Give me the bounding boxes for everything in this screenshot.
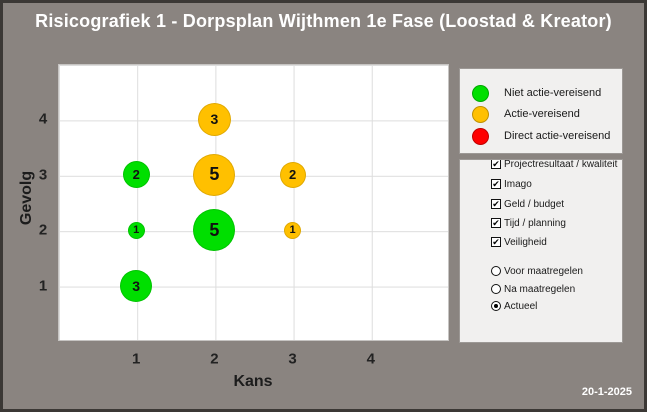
- radio-label: Na maatregelen: [504, 284, 576, 295]
- radio-actueel[interactable]: Actueel: [460, 301, 622, 313]
- red-dot-icon: [472, 128, 489, 145]
- legend-label: Niet actie-vereisend: [504, 87, 602, 99]
- y-tick-label: 2: [38, 221, 48, 239]
- risk-bubble: 2: [122, 161, 150, 189]
- risk-bubble: 3: [197, 102, 231, 136]
- x-tick-label: 1: [132, 350, 141, 368]
- checkbox-label: Imago: [504, 179, 532, 190]
- checkbox-icon[interactable]: ✔: [491, 159, 501, 169]
- filter-checkbox-tijd[interactable]: ✔ Tijd / planning: [460, 218, 622, 230]
- risk-bubble: 5: [193, 153, 236, 196]
- legend-item-direct-actie: Direct actie-vereisend: [460, 128, 622, 146]
- legend-panel: Niet actie-vereisend Actie-vereisend Dir…: [459, 68, 623, 154]
- legend-label: Direct actie-vereisend: [504, 130, 611, 142]
- checkbox-icon[interactable]: ✔: [491, 237, 501, 247]
- x-tick-label: 3: [288, 350, 297, 368]
- legend-item-actie: Actie-vereisend: [460, 106, 622, 124]
- y-tick-label: 4: [38, 110, 48, 128]
- filter-checkbox-projectresultaat[interactable]: ✔ Projectresultaat / kwaliteit: [460, 159, 622, 171]
- x-axis-title: Kans: [233, 373, 273, 390]
- checkbox-label: Geld / budget: [504, 199, 565, 210]
- radio-label: Actueel: [504, 301, 538, 312]
- y-tick-label: 3: [38, 166, 48, 184]
- checkbox-icon[interactable]: ✔: [491, 218, 501, 228]
- risk-bubble: 5: [193, 209, 236, 252]
- checkbox-label: Veiligheid: [504, 237, 547, 248]
- radio-selected-dot: [494, 304, 498, 308]
- filter-checkbox-geld[interactable]: ✔ Geld / budget: [460, 199, 622, 211]
- radio-na-maatregelen[interactable]: Na maatregelen: [460, 284, 622, 296]
- radio-icon[interactable]: [491, 284, 501, 294]
- checkbox-label: Tijd / planning: [504, 218, 566, 229]
- y-axis-title: Gevolg: [18, 170, 35, 226]
- risk-bubble: 2: [279, 161, 306, 188]
- legend-item-niet-actie: Niet actie-vereisend: [460, 85, 622, 103]
- checkbox-icon[interactable]: ✔: [491, 199, 501, 209]
- plot-area: 3 2 5 2 1 5 1 3: [58, 64, 449, 341]
- radio-label: Voor maatregelen: [504, 266, 583, 277]
- chart-title: Risicografiek 1 - Dorpsplan Wijthmen 1e …: [35, 11, 612, 31]
- x-tick-label: 2: [210, 350, 219, 368]
- orange-dot-icon: [472, 106, 489, 123]
- risk-bubble: 1: [127, 221, 145, 239]
- radio-voor-maatregelen[interactable]: Voor maatregelen: [460, 266, 622, 278]
- filter-checkbox-veiligheid[interactable]: ✔ Veiligheid: [460, 237, 622, 249]
- y-tick-label: 1: [38, 277, 48, 295]
- x-tick-label: 4: [366, 350, 375, 368]
- legend-label: Actie-vereisend: [504, 108, 580, 120]
- report-date: 20-1-2025: [581, 386, 632, 398]
- radio-icon[interactable]: [491, 301, 501, 311]
- green-dot-icon: [472, 85, 489, 102]
- checkbox-icon[interactable]: ✔: [491, 179, 501, 189]
- radio-icon[interactable]: [491, 266, 501, 276]
- filter-panel: ✔ Projectresultaat / kwaliteit ✔ Imago ✔…: [459, 159, 623, 343]
- checkbox-label: Projectresultaat / kwaliteit: [504, 159, 618, 170]
- risk-bubble: 3: [120, 269, 153, 302]
- filter-checkbox-imago[interactable]: ✔ Imago: [460, 179, 622, 191]
- risk-bubble: 1: [284, 221, 302, 239]
